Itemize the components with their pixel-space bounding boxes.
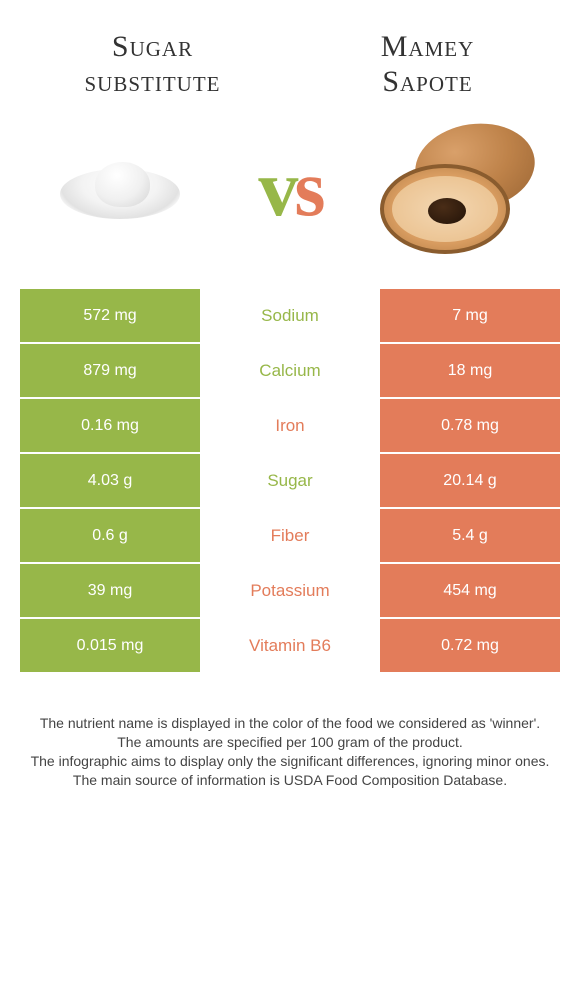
table-row: 39 mgPotassium454 mg [20,564,560,619]
left-title: Sugar substitute [40,30,265,99]
vs-label: vs [258,144,321,235]
sugar-pile-icon [50,159,190,219]
left-title-line1: Sugar [112,30,193,63]
nutrient-label: Sodium [200,289,380,342]
right-value: 18 mg [380,344,560,397]
left-image [30,119,210,259]
right-value: 20.14 g [380,454,560,507]
left-title-line2: substitute [85,65,221,98]
nutrient-label: Iron [200,399,380,452]
header: Sugar substitute Mamey Sapote [0,0,580,109]
footer-line: The infographic aims to display only the… [20,752,560,771]
nutrient-label: Vitamin B6 [200,619,380,672]
nutrient-label: Calcium [200,344,380,397]
nutrient-table: 572 mgSodium7 mg879 mgCalcium18 mg0.16 m… [20,289,560,674]
right-title-line2: Sapote [382,65,472,98]
table-row: 879 mgCalcium18 mg [20,344,560,399]
footer-line: The main source of information is USDA F… [20,771,560,790]
left-value: 0.16 mg [20,399,200,452]
right-value: 7 mg [380,289,560,342]
left-value: 879 mg [20,344,200,397]
right-value: 5.4 g [380,509,560,562]
nutrient-label: Fiber [200,509,380,562]
vs-v: v [258,144,294,235]
nutrient-label: Sugar [200,454,380,507]
table-row: 4.03 gSugar20.14 g [20,454,560,509]
left-value: 39 mg [20,564,200,617]
right-value: 0.78 mg [380,399,560,452]
footer-line: The amounts are specified per 100 gram o… [20,733,560,752]
left-value: 0.6 g [20,509,200,562]
left-value: 0.015 mg [20,619,200,672]
right-title: Mamey Sapote [315,30,540,99]
left-value: 4.03 g [20,454,200,507]
table-row: 0.015 mgVitamin B60.72 mg [20,619,560,674]
right-title-line1: Mamey [381,30,475,63]
mamey-icon [380,124,540,254]
vs-s: s [294,144,321,235]
table-row: 572 mgSodium7 mg [20,289,560,344]
right-value: 454 mg [380,564,560,617]
nutrient-label: Potassium [200,564,380,617]
footer-line: The nutrient name is displayed in the co… [20,714,560,733]
images-row: vs [0,109,580,289]
footer-notes: The nutrient name is displayed in the co… [0,674,580,790]
table-row: 0.6 gFiber5.4 g [20,509,560,564]
right-image [370,119,550,259]
right-value: 0.72 mg [380,619,560,672]
left-value: 572 mg [20,289,200,342]
table-row: 0.16 mgIron0.78 mg [20,399,560,454]
